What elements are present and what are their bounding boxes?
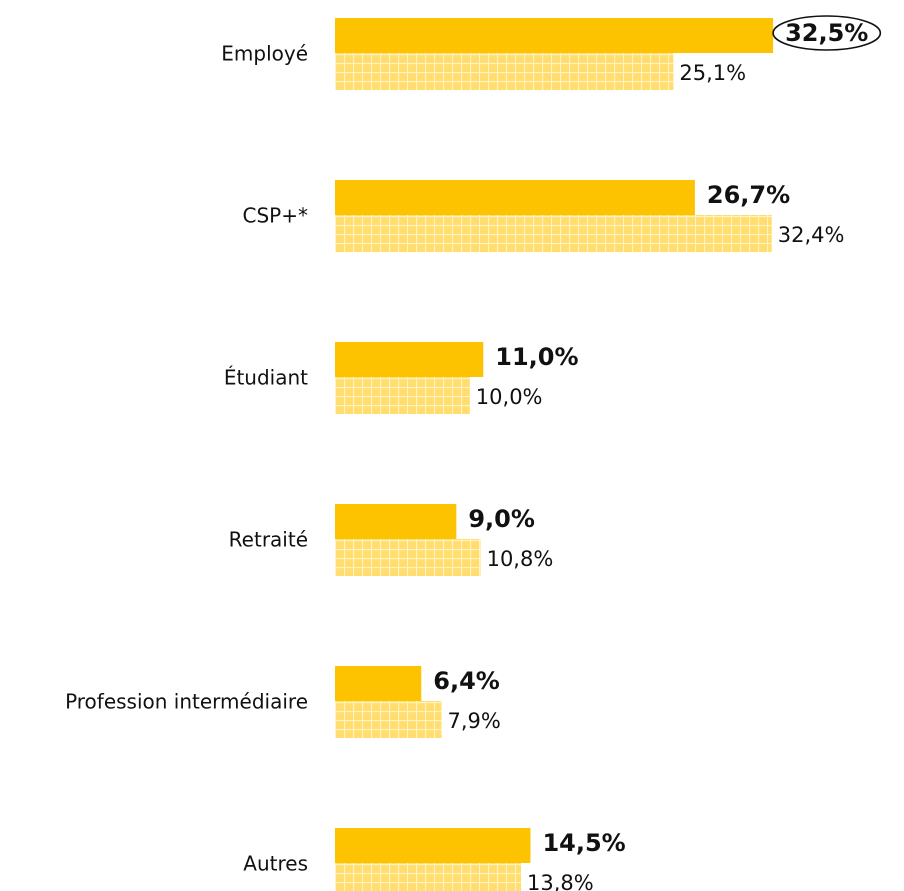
bar bbox=[335, 504, 457, 539]
bar bbox=[335, 828, 531, 863]
value-label: 10,0% bbox=[476, 385, 543, 409]
value-label: 26,7% bbox=[707, 181, 790, 209]
value-label: 9,0% bbox=[468, 505, 535, 533]
value-label: 14,5% bbox=[542, 829, 625, 857]
bar bbox=[335, 863, 522, 891]
bar bbox=[335, 539, 481, 576]
value-label: 32,5% bbox=[785, 19, 868, 47]
bar bbox=[335, 53, 674, 90]
value-label: 7,9% bbox=[447, 709, 500, 733]
value-label: 25,1% bbox=[679, 61, 746, 85]
bar bbox=[335, 180, 695, 215]
category-label: Retraité bbox=[229, 528, 308, 552]
category-label: Profession intermédiaire bbox=[65, 690, 308, 714]
category-label: CSP+* bbox=[243, 204, 308, 228]
bar bbox=[335, 701, 442, 738]
category-label: Étudiant bbox=[224, 366, 308, 390]
value-label: 32,4% bbox=[778, 223, 845, 247]
bar bbox=[335, 18, 774, 53]
bar bbox=[335, 666, 422, 701]
bar bbox=[335, 215, 772, 252]
bar bbox=[335, 342, 484, 377]
value-label: 6,4% bbox=[433, 667, 500, 695]
value-label: 11,0% bbox=[495, 343, 578, 371]
bar bbox=[335, 377, 470, 414]
category-label: Autres bbox=[243, 852, 308, 876]
highlight-ring bbox=[772, 15, 882, 51]
value-label: 13,8% bbox=[527, 871, 594, 891]
category-label: Employé bbox=[221, 42, 308, 66]
value-label: 10,8% bbox=[487, 547, 554, 571]
